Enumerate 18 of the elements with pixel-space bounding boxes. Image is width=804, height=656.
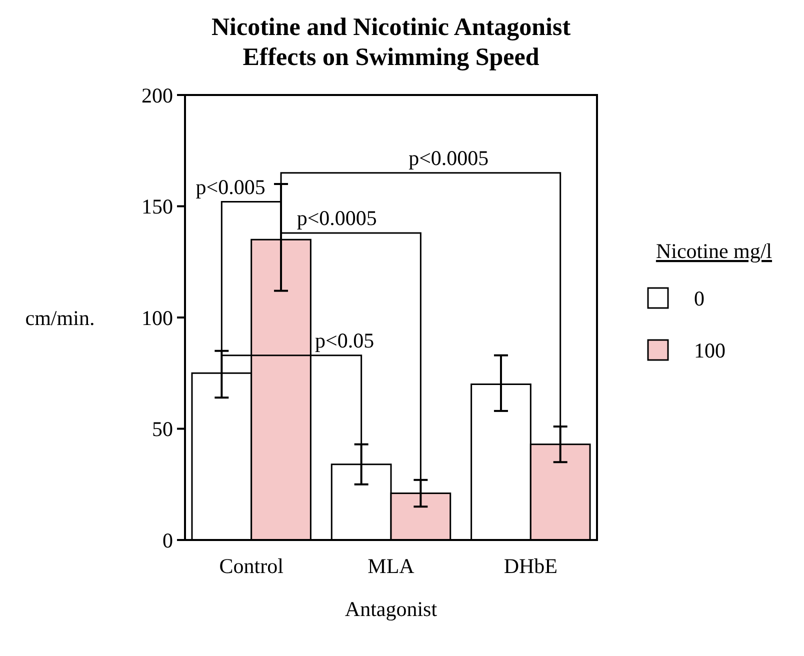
annotation: p<0.0005: [408, 146, 489, 170]
y-tick-label: 100: [142, 306, 173, 330]
chart-title: Nicotine and Nicotinic Antagonist Effects on Swimming Speed: [211, 14, 572, 71]
x-axis-title: Antagonist: [344, 597, 438, 621]
x-tick-label: DHbE: [504, 554, 558, 578]
x-tick-label: Control: [219, 554, 284, 578]
annotation: p<0.005: [196, 174, 266, 199]
legend-label: 0: [694, 286, 704, 310]
annotation: p<0.0005: [296, 206, 377, 230]
y-tick-label: 200: [142, 83, 173, 108]
y-tick-label: 150: [142, 194, 173, 219]
x-tick-label: MLA: [368, 554, 416, 578]
y-tick-label: 0: [162, 528, 173, 552]
legend-title: Nicotine mg/l: [656, 239, 772, 263]
legend-label: 100: [694, 338, 726, 362]
y-tick-label: 50: [152, 417, 173, 442]
y-axis-title: cm/min.: [25, 306, 95, 330]
annotation: p<0.05: [315, 328, 374, 352]
